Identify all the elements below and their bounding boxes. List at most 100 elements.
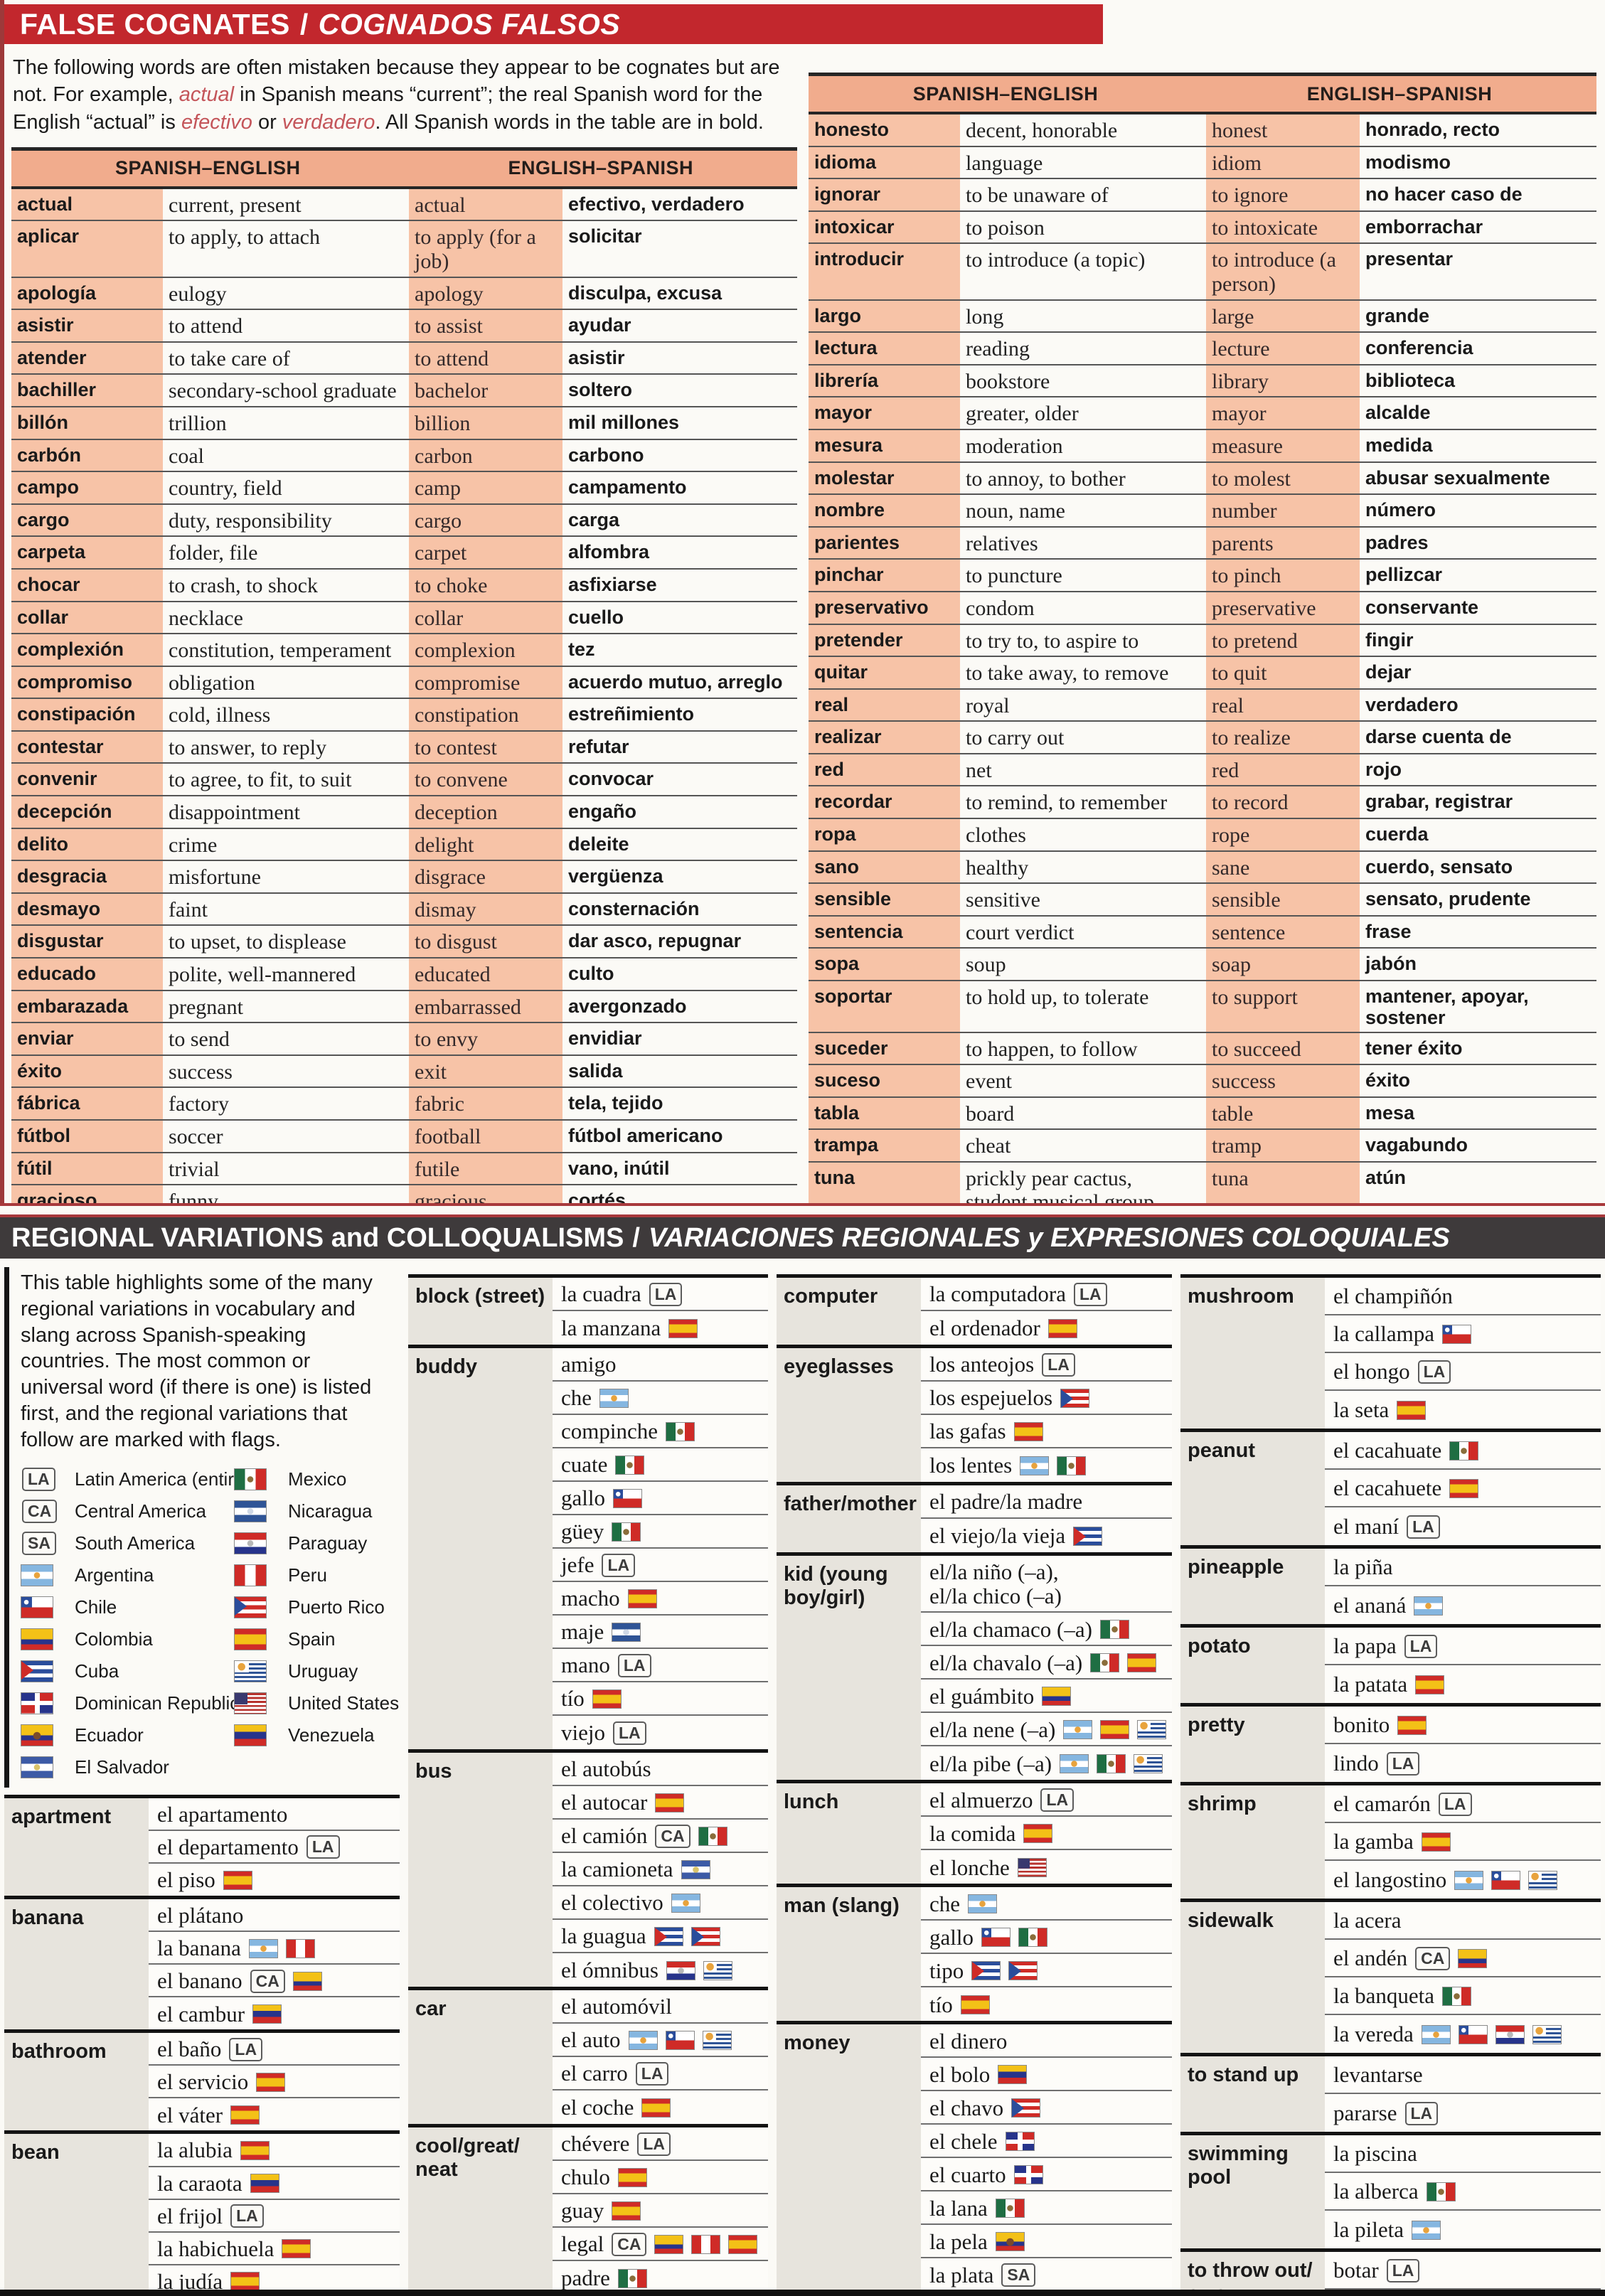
region-code-la: LA — [1404, 2102, 1439, 2125]
variant-text: tío — [561, 1686, 585, 1712]
variant-row: la habichuela — [149, 2233, 400, 2265]
variant-text: el váter — [157, 2102, 223, 2127]
region-code-la: LA — [635, 2062, 669, 2086]
region-code-la: LA — [617, 1654, 651, 1677]
cognate-row: éxito success exit salida — [11, 1055, 797, 1089]
english-word: futile — [409, 1153, 562, 1185]
flag-es-icon — [1397, 1401, 1427, 1420]
spanish-translation: alcalde — [1365, 402, 1431, 424]
flag-mx-icon — [617, 2269, 647, 2288]
spanish-word: intoxicar — [809, 211, 960, 243]
english-word: apology — [409, 277, 562, 309]
flag-do-icon — [21, 1692, 53, 1714]
english-word: parents — [1206, 527, 1360, 559]
spanish-word: trampa — [809, 1130, 960, 1161]
english-meaning: to agree, to fit, to suit — [169, 768, 352, 792]
flag-co-icon — [21, 1628, 53, 1650]
english-meaning: bookstore — [966, 369, 1050, 393]
term-label: bus — [408, 1753, 553, 1987]
english-word: bachelor — [409, 375, 562, 406]
intro-text: or — [252, 110, 282, 134]
english-word: to pinch — [1206, 560, 1360, 591]
variant-text: jefe — [561, 1552, 594, 1578]
title-separator: / — [632, 1222, 640, 1253]
region-code-la: LA — [649, 1283, 683, 1306]
english-meaning: constitution, temperament — [169, 639, 392, 663]
regional-group-apartment: apartment el apartamento el departamento LA… — [4, 1798, 400, 1899]
term-label: money — [777, 2024, 921, 2290]
variant-row: el chele — [921, 2125, 1172, 2159]
variant-text: el hongo — [1333, 1359, 1410, 1384]
flag-ec-icon — [21, 1724, 53, 1746]
flag-es-icon — [1023, 1824, 1053, 1844]
legend-label: Puerto Rico — [288, 1596, 385, 1618]
spanish-translation: verdadero — [1365, 693, 1459, 715]
variant-row: el camarón LA — [1325, 1785, 1601, 1823]
english-word: constipation — [409, 699, 562, 730]
variant-list: la computadora LA el ordenador — [921, 1278, 1172, 1345]
cognate-row: billón trillion billion mil millones — [11, 407, 797, 440]
english-word: cargo — [409, 504, 562, 536]
region-code-ca: CA — [250, 1969, 285, 1993]
spanish-translation: atún — [1365, 1166, 1406, 1188]
english-word: idiom — [1206, 146, 1360, 178]
variant-text: el/la pibe (–a) — [929, 1751, 1052, 1776]
spanish-translation: grande — [1365, 304, 1430, 326]
cognate-row: intoxicar to poison to intoxicate emborrach… — [809, 211, 1596, 245]
variant-text: el cacahuete — [1333, 1475, 1442, 1501]
english-meaning: to upset, to displease — [169, 930, 346, 954]
spanish-translation: medida — [1365, 434, 1433, 456]
flag-es-icon — [230, 2105, 260, 2125]
regional-variations-banner: REGIONAL VARIATIONS and COLLOQUALISMS / … — [0, 1217, 1605, 1259]
term-label: banana — [4, 1899, 149, 2030]
english-word: to quit — [1206, 657, 1360, 688]
variant-text: el guámbito — [929, 1683, 1035, 1709]
flag-co-icon — [292, 1971, 322, 1991]
spanish-translation: salida — [568, 1059, 623, 1082]
cognate-row: disgustar to upset, to displease to disgus… — [11, 926, 797, 959]
variant-row: el andén CA — [1325, 1940, 1601, 1977]
flag-sv-icon — [681, 1860, 710, 1879]
legend-label: Argentina — [75, 1564, 154, 1586]
english-word: large — [1206, 300, 1360, 332]
variant-row: el/la chavalo (–a) — [921, 1646, 1172, 1680]
variant-text: la camioneta — [561, 1857, 673, 1882]
legend-mark — [21, 1660, 65, 1682]
variant-text: la banana — [157, 1935, 241, 1961]
english-word: real — [1206, 689, 1360, 721]
english-meaning: current, present — [169, 193, 302, 217]
variant-text: los espejuelos — [929, 1385, 1053, 1411]
flag-pe-icon — [691, 2235, 721, 2254]
intro-highlight-word: verdadero — [282, 110, 375, 134]
flag-mx-icon — [1057, 1456, 1087, 1475]
false-cognates-title-es: COGNADOS FALSOS — [318, 7, 621, 41]
variant-row: el ananá — [1325, 1586, 1601, 1624]
spanish-translation: vagabundo — [1365, 1134, 1468, 1156]
english-meaning: net — [966, 758, 992, 782]
regional-group-shrimp: shrimp el camarón LA la gamba el langostino — [1180, 1785, 1601, 1902]
region-code-la: LA — [230, 2204, 264, 2228]
cognate-row: honesto decent, honorable honest honrado, r… — [809, 114, 1596, 147]
english-meaning: to take away, to remove — [966, 661, 1169, 685]
variant-row: la seta — [1325, 1391, 1601, 1429]
english-word: sentence — [1206, 916, 1360, 948]
variant-row: los anteojos LA — [921, 1348, 1172, 1382]
english-meaning: royal — [966, 693, 1010, 717]
cognate-row: convenir to agree, to fit, to suit to conv… — [11, 764, 797, 797]
flag-ar-icon — [671, 1894, 700, 1913]
variant-text: la pela — [929, 2228, 988, 2254]
spanish-translation: asfixiarse — [568, 573, 657, 595]
cognate-row: fútil trivial futile vano, inútil — [11, 1153, 797, 1186]
spanish-translation: ayudar — [568, 314, 631, 336]
term-label: car — [408, 1990, 553, 2124]
flag-ar-icon — [1454, 1871, 1484, 1890]
variant-text: el lonche — [929, 1854, 1010, 1880]
variant-text: tipo — [929, 1958, 964, 1983]
variant-row: la judía — [149, 2265, 400, 2290]
variant-text: el padre/la madre — [929, 1489, 1083, 1515]
english-meaning: prickly pear cactus, student musical gro… — [966, 1166, 1154, 1203]
variant-row: la pela — [921, 2225, 1172, 2259]
variant-text: el ordenador — [929, 1315, 1040, 1341]
cognate-row: realizar to carry out to realize darse cuen… — [809, 722, 1596, 754]
variant-row: la banana — [149, 1932, 400, 1965]
